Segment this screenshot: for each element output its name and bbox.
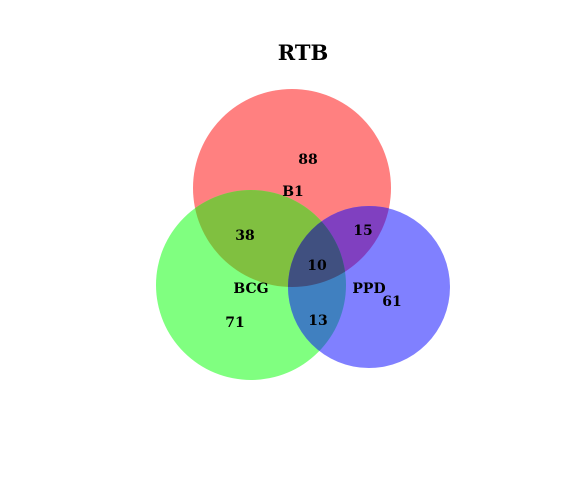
set-label-ppd: PPD	[352, 281, 385, 297]
set-label-bcg: BCG	[233, 281, 268, 297]
count-b1-only: 88	[298, 152, 317, 168]
diagram-title: RTB	[278, 40, 328, 65]
overlap-all-three	[288, 206, 346, 287]
count-bcg-ppd: 13	[308, 313, 327, 329]
count-ppd-only: 61	[382, 294, 401, 310]
count-bcg-only: 71	[225, 315, 244, 331]
count-b1-bcg: 38	[235, 228, 254, 244]
count-all-three: 10	[307, 258, 327, 274]
set-label-b1: B1	[282, 184, 304, 200]
count-b1-ppd: 15	[353, 223, 372, 239]
